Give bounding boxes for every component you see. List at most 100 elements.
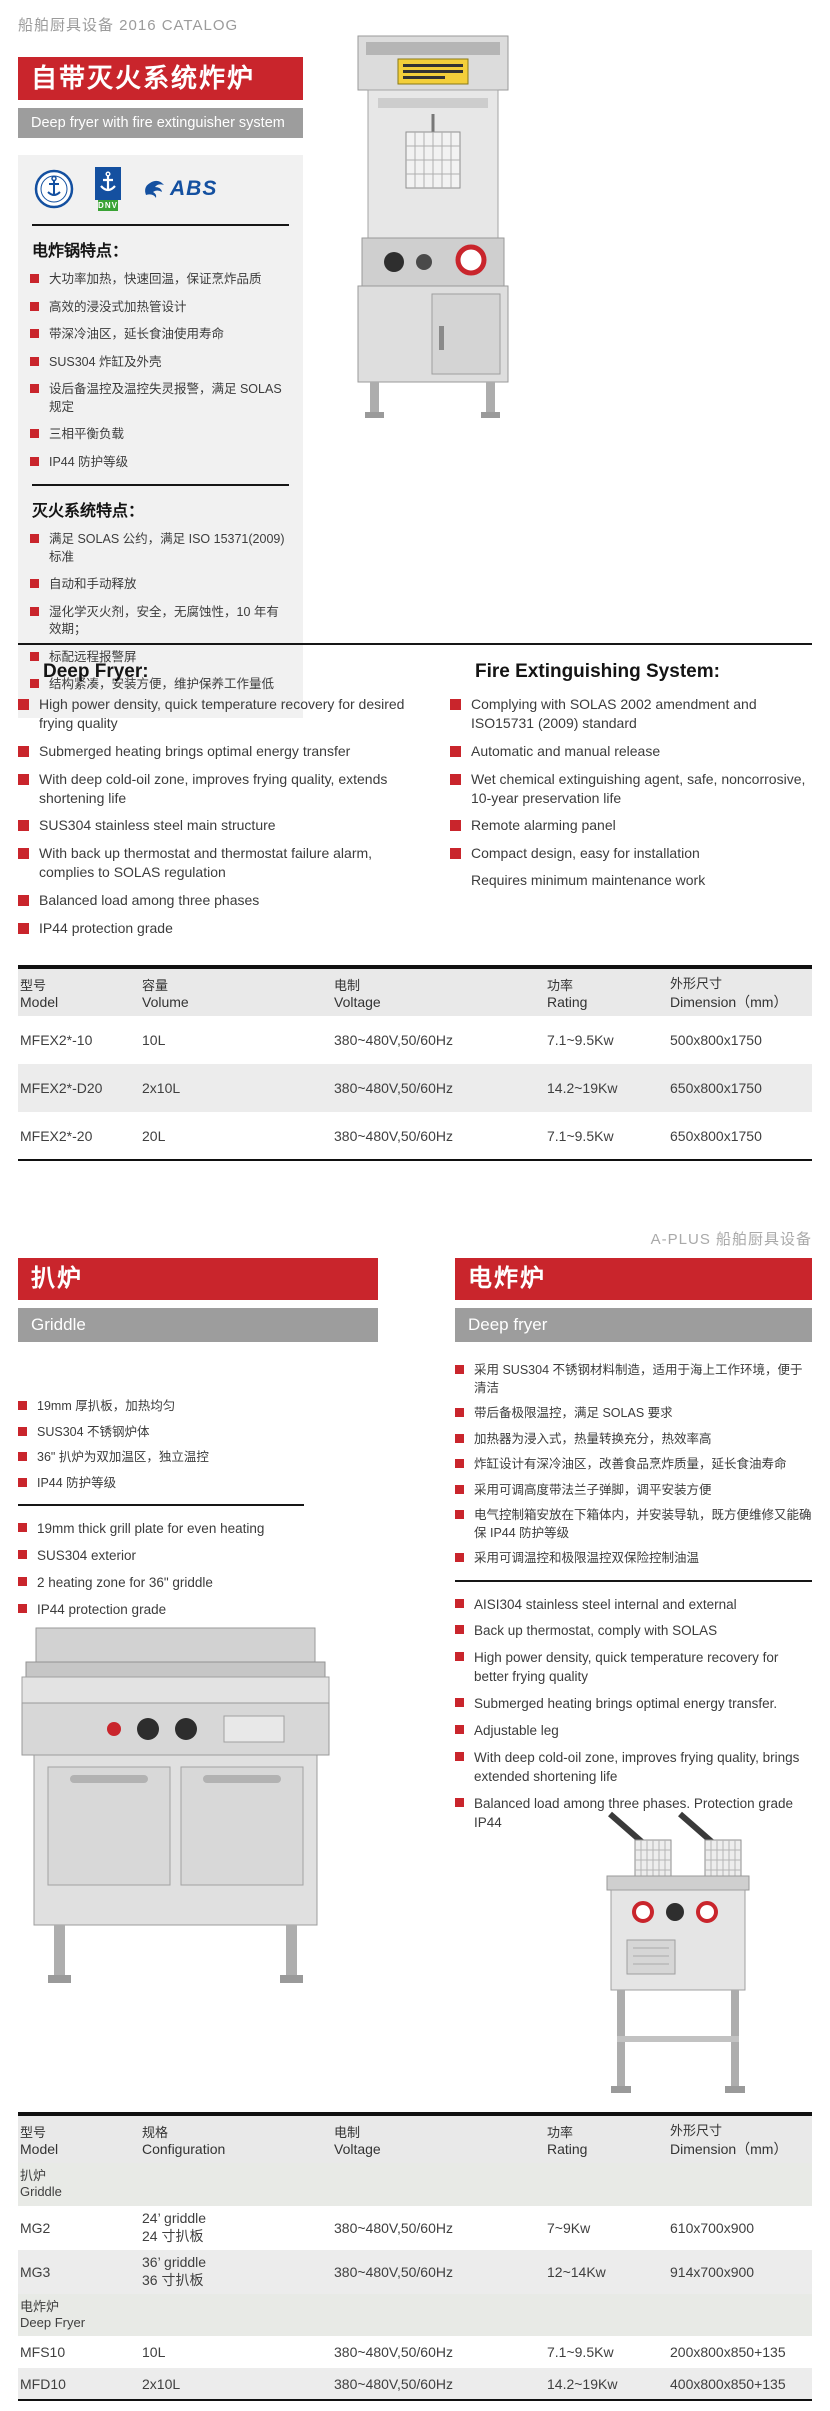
brand-header: A-PLUS 船舶厨具设备 — [650, 1231, 812, 1248]
cell-rating: 7.1~9.5Kw — [547, 1032, 614, 1048]
feature-text: With back up thermostat and thermostat f… — [39, 845, 373, 881]
col-dimension: 外形尺寸 Dimension（mm） — [668, 967, 812, 1016]
feature-item: Back up thermostat, comply with SOLAS — [455, 1622, 812, 1641]
cell-model: MFEX2*-20 — [20, 1127, 93, 1144]
feature-text: AISI304 stainless steel internal and ext… — [474, 1596, 737, 1612]
product-photo-fryer-with-extinguisher — [306, 28, 556, 424]
cell-rating: 12~14Kw — [547, 2263, 606, 2280]
bullet-square-icon — [18, 820, 29, 832]
feature-text: IP44 防护等级 — [37, 1475, 117, 1490]
feature-text: 满足 SOLAS 公约，满足 ISO 15371(2009) 标准 — [49, 532, 285, 564]
deep-fryer-column: 电炸炉 Deep fryer 采用 SUS304 不锈钢材料制造，适用于海上工作… — [455, 1258, 812, 1840]
feature-text: 高效的浸没式加热管设计 — [49, 299, 187, 314]
bullet-square-icon — [18, 1523, 27, 1532]
feature-item: 加热器为浸入式，热量转换充分，热效率高 — [455, 1431, 812, 1449]
feature-item: 36" 扒炉为双加温区，独立温控 — [18, 1449, 378, 1467]
cell-volume: 2x10L — [142, 1080, 181, 1096]
bullet-square-icon — [30, 329, 39, 338]
cell-voltage: 380~480V,50/60Hz — [334, 1127, 453, 1144]
feature-text: Compact design, easy for installation — [471, 845, 700, 862]
feature-text: 采用可调高度带法兰子弹脚，调平安装方便 — [474, 1482, 712, 1497]
feature-text: 设后备温控及温控失灵报警，满足 SOLAS 规定 — [49, 382, 282, 414]
feature-item: 19mm 厚扒板，加热均匀 — [18, 1398, 378, 1416]
bullet-square-icon — [18, 1426, 27, 1436]
divider — [32, 484, 289, 486]
bullet-square-icon — [30, 679, 39, 688]
feature-text: 2 heating zone for 36" griddle — [37, 1574, 213, 1590]
feature-text: 19mm 厚扒板，加热均匀 — [37, 1399, 176, 1413]
section-label-en: Griddle — [20, 2184, 62, 2200]
section-label-cn: 电炸炉 — [20, 2298, 60, 2314]
bullet-square-icon — [450, 773, 461, 785]
deep-fryer-en-heading: Deep Fryer: — [43, 661, 149, 682]
feature-text: With deep cold-oil zone, improves frying… — [39, 770, 388, 806]
feature-text: 采用可调温控和极限温控双保险控制油温 — [474, 1551, 700, 1565]
col-rating: 功率 Rating — [545, 967, 668, 1016]
griddle-column: 扒炉 Griddle 19mm 厚扒板，加热均匀 SUS304 不锈钢炉体 — [18, 1258, 378, 1628]
col-model: 型号 Model — [18, 2114, 140, 2163]
bullet-square-icon — [30, 456, 39, 466]
griddle-features-en: 19mm thick grill plate for even heating … — [18, 1520, 378, 1620]
ccs-classification-logo — [34, 169, 74, 209]
bullet-square-icon — [30, 301, 39, 311]
section-griddle-and-fryer: 扒炉 Griddle 19mm 厚扒板，加热均匀 SUS304 不锈钢炉体 — [18, 1258, 812, 2112]
feature-item: 大功率加热，快速回温，保证烹炸品质 — [30, 271, 291, 289]
feature-text: Submerged heating brings optimal energy … — [474, 1696, 778, 1712]
bullet-square-icon — [455, 1365, 464, 1374]
cell-rating: 7~9Kw — [547, 2219, 591, 2236]
bullet-square-icon — [18, 699, 29, 710]
bullet-square-icon — [30, 429, 39, 438]
feature-text: Complying with SOLAS 2002 amendment and … — [471, 696, 757, 731]
table-header-row: 型号 Model 规格 Configuration 电制 Voltage 功率 Rati… — [18, 2114, 812, 2163]
feature-item: Automatic and manual release — [450, 742, 812, 761]
griddle-fryer-spec-table: 型号 Model 规格 Configuration 电制 Voltage 功率 Rati… — [18, 2112, 812, 2401]
bullet-square-icon — [30, 651, 39, 661]
feature-text: SUS304 炸缸及外壳 — [49, 354, 162, 369]
feature-text: 标配远程报警屏 — [49, 649, 137, 664]
dnv-classification-logo: DNV — [90, 167, 126, 211]
cell-model: MG3 — [20, 2263, 51, 2280]
feature-item: Wet chemical extinguishing agent, safe, … — [450, 770, 812, 808]
feature-item: High power density, quick temperature re… — [455, 1649, 812, 1687]
cell-dimension: 650x800x1750 — [670, 1080, 762, 1096]
section1-title-en: Deep fryer with fire extinguisher system — [18, 108, 303, 138]
cell-dimension: 200x800x850+135 — [670, 2344, 786, 2360]
feature-text: SUS304 exterior — [37, 1547, 137, 1563]
feature-item: 高效的浸没式加热管设计 — [30, 299, 291, 317]
col-voltage: 电制 Voltage — [332, 2114, 545, 2163]
cell-voltage: 380~480V,50/60Hz — [334, 2344, 453, 2360]
feature-item: With deep cold-oil zone, improves frying… — [455, 1749, 812, 1787]
feature-item: IP44 防护等级 — [18, 1475, 378, 1493]
feature-text: IP44 protection grade — [39, 920, 173, 937]
feature-item: Adjustable leg — [455, 1722, 812, 1741]
abs-label: ABS — [170, 177, 218, 200]
feature-text: 19mm thick grill plate for even heating — [37, 1521, 265, 1536]
feature-item: 标配远程报警屏 — [30, 649, 291, 667]
bullet-square-icon — [455, 1433, 464, 1443]
bullet-square-icon — [30, 534, 39, 543]
section-label-en: Deep Fryer — [20, 2314, 86, 2330]
table-row: MFS10 10L 380~480V,50/60Hz 7.1~9.5Kw 200… — [18, 2336, 812, 2368]
feature-item: Submerged heating brings optimal energy … — [18, 742, 416, 761]
feature-text: IP44 防护等级 — [49, 454, 129, 469]
fryer-extinguisher-spec-table: 型号 Model 容量 Volume 电制 Voltage 功率 Rating 外形尺寸… — [18, 965, 812, 1161]
feature-item: Complying with SOLAS 2002 amendment and … — [450, 695, 812, 733]
feature-text: Balanced load among three phases — [39, 892, 260, 909]
deep-fryer-english-features: Deep Fryer: High power density, quick te… — [18, 661, 416, 947]
bullet-square-icon — [18, 923, 29, 935]
cell-dimension: 650x800x1750 — [670, 1127, 762, 1144]
bullet-square-icon — [18, 1576, 27, 1586]
cell-model: MFD10 — [20, 2375, 66, 2392]
cell-model: MFEX2*-D20 — [20, 1080, 103, 1096]
bullet-square-icon — [18, 1549, 27, 1559]
deep-fryer-en-list: High power density, quick temperature re… — [18, 695, 416, 938]
product-photo-griddle — [18, 1620, 333, 1992]
feature-text: With deep cold-oil zone, improves frying… — [474, 1749, 800, 1784]
cell-rating: 7.1~9.5Kw — [547, 2344, 614, 2360]
griddle-features-cn: 19mm 厚扒板，加热均匀 SUS304 不锈钢炉体 36" 扒炉为双加温区，独… — [18, 1398, 378, 1492]
bullet-square-icon — [30, 579, 39, 588]
bullet-square-icon — [455, 1553, 464, 1562]
fryer-features-cn-heading: 电炸锅特点： — [32, 243, 129, 260]
feature-item: IP44 防护等级 — [30, 454, 291, 472]
fire-extinguishing-en-heading: Fire Extinguishing System: — [475, 661, 720, 682]
